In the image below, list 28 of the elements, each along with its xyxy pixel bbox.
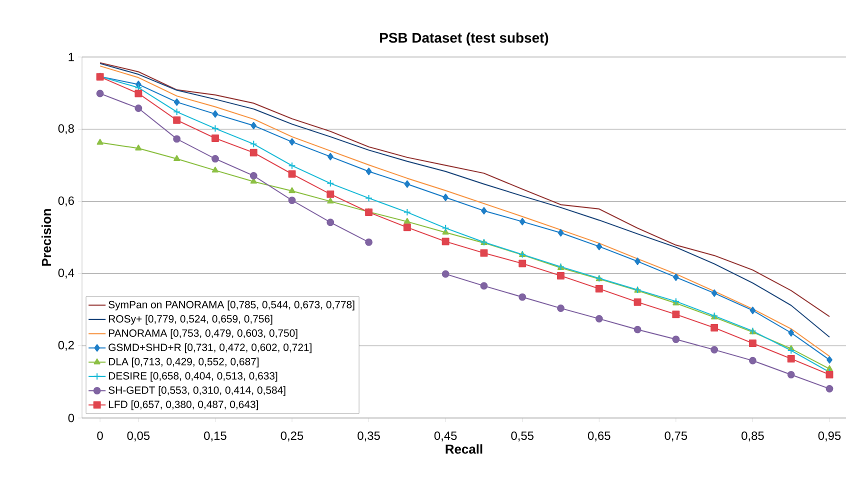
legend-label: DESIRE [0,658, 0,404, 0,513, 0,633] xyxy=(108,372,278,382)
legend-label: SymPan on PANORAMA [0,785, 0,544, 0,673, 0,778] xyxy=(108,300,354,310)
y-axis-title: Precision xyxy=(42,209,52,266)
legend-label: ROSy+ [0,779, 0,524, 0,659, 0,756] xyxy=(108,314,272,325)
x-axis-title: Recall xyxy=(446,444,482,454)
x-tick-label: 0,75 xyxy=(664,431,688,442)
legend-label: LFD [0,657, 0,380, 0,487, 0,643] xyxy=(108,400,258,410)
y-tick-label: 1 xyxy=(68,52,74,62)
x-tick-label: 0,95 xyxy=(818,431,841,442)
x-tick-label: 0 xyxy=(97,431,103,440)
y-tick-label: 0,8 xyxy=(58,124,74,134)
x-tick-label: 0,45 xyxy=(434,431,457,442)
y-tick-label: 0,2 xyxy=(58,340,74,351)
x-tick-label: 0,65 xyxy=(588,431,610,442)
legend-label: SH-GEDT [0,553, 0,310, 0,414, 0,584] xyxy=(108,386,286,396)
x-tick-label: 0,35 xyxy=(358,431,380,442)
legend-label: GSMD+SHD+R [0,731, 0,472, 0,602, 0,721] xyxy=(108,343,312,354)
chart-title: PSB Dataset (test subset) xyxy=(380,32,548,46)
legend-label: PANORAMA [0,753, 0,479, 0,603, 0,750] xyxy=(108,329,298,339)
y-tick-label: 0,6 xyxy=(58,196,74,206)
y-tick-label: 0,4 xyxy=(58,268,74,279)
legend-label: DLA [0,713, 0,429, 0,552, 0,687] xyxy=(108,358,259,368)
x-tick-label: 0,05 xyxy=(127,431,150,442)
x-tick-label: 0,25 xyxy=(280,431,304,442)
x-tick-label: 0,55 xyxy=(511,431,534,442)
y-tick-label: 0 xyxy=(68,414,74,422)
x-tick-label: 0,85 xyxy=(742,431,764,442)
x-tick-label: 0,15 xyxy=(204,431,226,442)
